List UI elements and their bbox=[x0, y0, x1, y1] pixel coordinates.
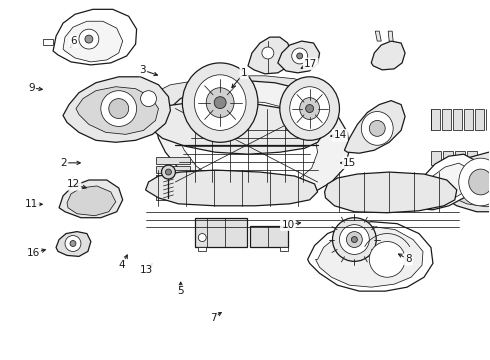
Ellipse shape bbox=[306, 105, 314, 113]
Bar bbox=[155, 166, 190, 173]
Polygon shape bbox=[388, 31, 393, 41]
Ellipse shape bbox=[162, 165, 175, 179]
Text: 4: 4 bbox=[119, 260, 125, 270]
Ellipse shape bbox=[340, 225, 369, 255]
Text: 12: 12 bbox=[67, 179, 80, 189]
Ellipse shape bbox=[361, 112, 393, 145]
Text: 3: 3 bbox=[139, 65, 146, 75]
Ellipse shape bbox=[292, 48, 308, 64]
Polygon shape bbox=[59, 180, 122, 218]
Text: 13: 13 bbox=[140, 265, 153, 275]
Polygon shape bbox=[67, 186, 116, 216]
Text: 2: 2 bbox=[60, 158, 67, 168]
Ellipse shape bbox=[214, 96, 226, 109]
Bar bbox=[155, 184, 190, 191]
Ellipse shape bbox=[182, 63, 258, 142]
Ellipse shape bbox=[290, 87, 329, 130]
Ellipse shape bbox=[280, 77, 340, 140]
Text: 1: 1 bbox=[241, 68, 247, 78]
Text: 6: 6 bbox=[70, 36, 77, 46]
Bar bbox=[467, 151, 477, 165]
Polygon shape bbox=[248, 37, 292, 74]
Polygon shape bbox=[63, 77, 171, 142]
Ellipse shape bbox=[101, 91, 137, 126]
Polygon shape bbox=[278, 41, 319, 73]
Bar bbox=[453, 109, 462, 130]
Text: 15: 15 bbox=[343, 158, 356, 168]
Ellipse shape bbox=[198, 234, 206, 242]
Ellipse shape bbox=[300, 98, 319, 120]
Bar bbox=[455, 151, 465, 165]
Bar bbox=[475, 109, 484, 130]
Text: 16: 16 bbox=[26, 248, 40, 258]
Polygon shape bbox=[371, 41, 405, 70]
Ellipse shape bbox=[85, 35, 93, 43]
Ellipse shape bbox=[297, 53, 303, 59]
Bar bbox=[464, 109, 473, 130]
Polygon shape bbox=[155, 81, 349, 200]
Bar bbox=[196, 218, 247, 247]
Bar bbox=[442, 109, 451, 130]
Ellipse shape bbox=[369, 121, 385, 136]
Polygon shape bbox=[146, 170, 318, 206]
Bar bbox=[155, 175, 190, 182]
Polygon shape bbox=[344, 100, 405, 153]
Bar bbox=[198, 247, 206, 251]
Ellipse shape bbox=[166, 169, 171, 175]
Ellipse shape bbox=[79, 29, 99, 49]
Polygon shape bbox=[437, 160, 490, 207]
Polygon shape bbox=[56, 231, 91, 256]
Bar bbox=[431, 109, 440, 130]
Text: 9: 9 bbox=[28, 83, 35, 93]
Polygon shape bbox=[196, 76, 319, 109]
Ellipse shape bbox=[469, 169, 490, 195]
Text: 14: 14 bbox=[333, 130, 346, 140]
Polygon shape bbox=[429, 152, 490, 212]
Bar bbox=[280, 247, 288, 251]
Text: 10: 10 bbox=[281, 220, 294, 230]
Polygon shape bbox=[148, 103, 324, 154]
Polygon shape bbox=[422, 163, 472, 204]
Bar bbox=[431, 151, 441, 165]
Ellipse shape bbox=[369, 242, 405, 277]
Bar bbox=[443, 151, 453, 165]
Ellipse shape bbox=[346, 231, 362, 247]
Ellipse shape bbox=[351, 237, 357, 243]
Ellipse shape bbox=[109, 99, 129, 118]
Text: 17: 17 bbox=[304, 59, 318, 69]
Polygon shape bbox=[324, 172, 457, 213]
Text: 5: 5 bbox=[177, 287, 184, 296]
Text: 8: 8 bbox=[405, 254, 412, 264]
Ellipse shape bbox=[70, 240, 76, 247]
Bar bbox=[250, 226, 288, 247]
Text: 11: 11 bbox=[25, 199, 38, 209]
Bar bbox=[155, 157, 190, 164]
Polygon shape bbox=[316, 227, 423, 287]
Polygon shape bbox=[53, 9, 137, 65]
Polygon shape bbox=[43, 39, 53, 45]
Ellipse shape bbox=[262, 47, 274, 59]
Ellipse shape bbox=[333, 218, 376, 261]
Polygon shape bbox=[375, 31, 381, 41]
Ellipse shape bbox=[459, 158, 490, 206]
Polygon shape bbox=[63, 21, 122, 62]
Polygon shape bbox=[152, 79, 327, 132]
Ellipse shape bbox=[206, 88, 234, 117]
Ellipse shape bbox=[195, 75, 246, 130]
Bar bbox=[155, 193, 190, 200]
Ellipse shape bbox=[65, 235, 81, 251]
Polygon shape bbox=[414, 154, 479, 210]
Text: 7: 7 bbox=[210, 312, 217, 323]
Ellipse shape bbox=[141, 91, 156, 107]
Polygon shape bbox=[308, 222, 433, 291]
Polygon shape bbox=[76, 87, 158, 134]
Polygon shape bbox=[171, 100, 318, 188]
